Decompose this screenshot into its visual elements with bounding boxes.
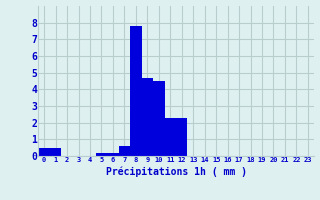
Bar <box>50 148 61 156</box>
Bar <box>107 153 119 156</box>
Bar <box>119 146 130 156</box>
Bar <box>96 153 107 156</box>
Bar <box>153 81 164 156</box>
Bar <box>142 78 153 156</box>
Bar <box>164 118 176 156</box>
X-axis label: Précipitations 1h ( mm ): Précipitations 1h ( mm ) <box>106 166 246 177</box>
Bar <box>38 148 50 156</box>
Bar <box>130 26 142 156</box>
Bar <box>176 118 188 156</box>
